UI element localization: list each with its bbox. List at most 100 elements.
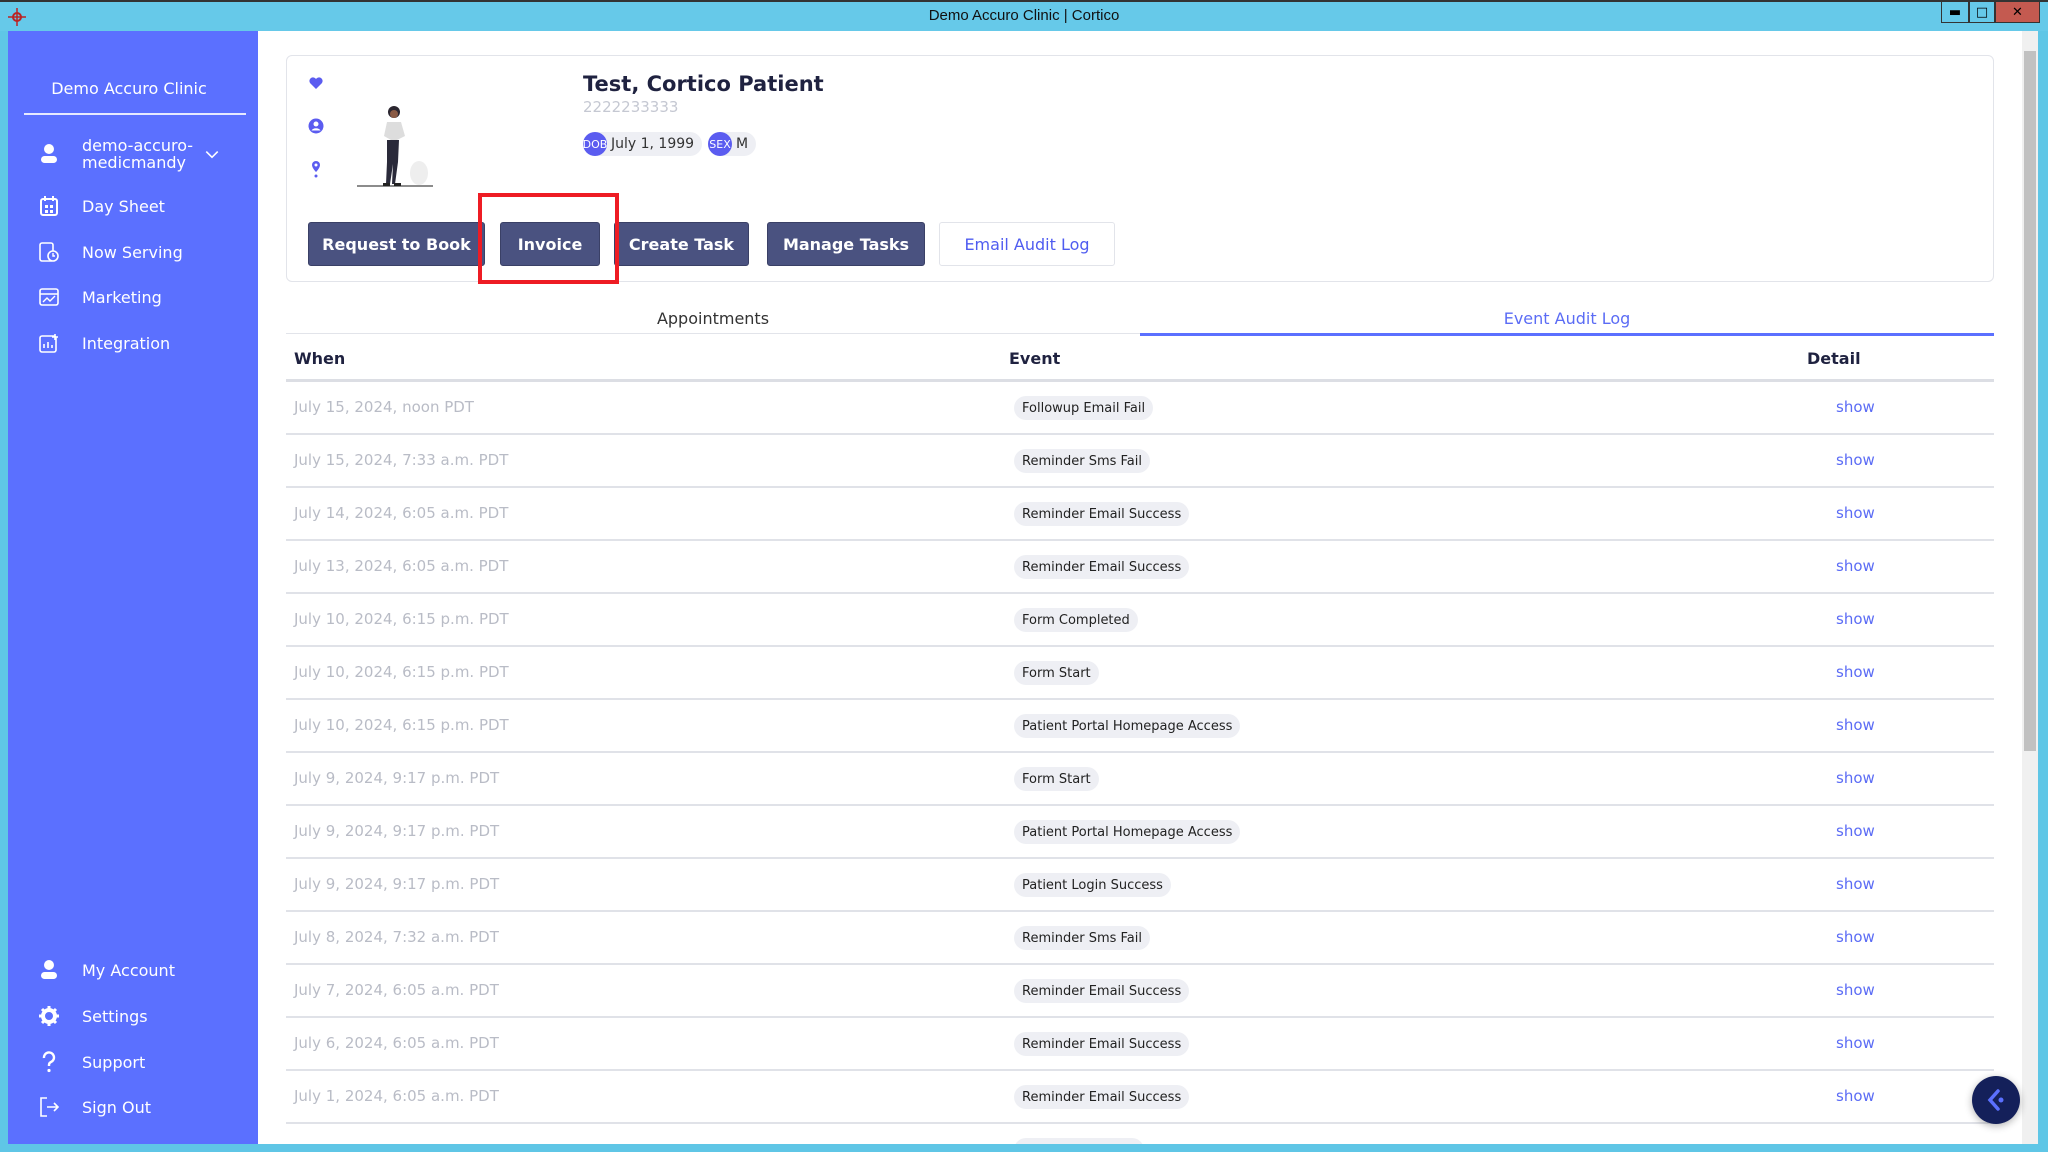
- minimize-button[interactable]: ▬: [1941, 2, 1969, 23]
- maximize-button[interactable]: □: [1969, 2, 1995, 23]
- clock-list-icon: [39, 242, 59, 262]
- divider: [24, 113, 246, 115]
- sidebar-item-support[interactable]: Support: [38, 1051, 145, 1073]
- email-audit-log-button[interactable]: Email Audit Log: [939, 222, 1115, 266]
- show-detail-link[interactable]: show: [1836, 928, 1875, 946]
- event-time: July 9, 2024, 9:17 p.m. PDT: [294, 875, 500, 893]
- sidebar-item-label: Now Serving: [82, 242, 183, 262]
- column-header-detail: Detail: [1807, 349, 1861, 368]
- create-task-button[interactable]: Create Task: [614, 222, 749, 266]
- event-time: July 9, 2024, 9:17 p.m. PDT: [294, 822, 500, 840]
- app-icon: [8, 8, 26, 26]
- event-time: July 10, 2024, 6:15 p.m. PDT: [294, 663, 509, 681]
- sidebar-item-label: Integration: [82, 333, 171, 353]
- show-detail-link[interactable]: show: [1836, 1087, 1875, 1105]
- event-time: July 10, 2024, 6:15 p.m. PDT: [294, 716, 509, 734]
- show-detail-link[interactable]: show: [1836, 398, 1875, 416]
- sidebar-item-integration[interactable]: Integration: [38, 332, 170, 354]
- event-badge: Reminder Sms Fail: [1014, 449, 1150, 473]
- dob-value: July 1, 1999: [611, 136, 695, 152]
- event-time: July 15, 2024, 7:33 a.m. PDT: [294, 451, 509, 469]
- patient-card: Test, Cortico Patient 2222233333 DOB July…: [286, 55, 1994, 282]
- chevron-down-icon: [205, 150, 219, 159]
- show-detail-link[interactable]: show: [1836, 716, 1875, 734]
- table-row: July 14, 2024, 6:05 a.m. PDT Reminder Ema…: [286, 488, 1994, 541]
- sidebar-item-settings[interactable]: Settings: [38, 1005, 148, 1027]
- title-bar: Demo Accuro Clinic | Cortico ▬ □ ✕: [0, 0, 2048, 31]
- show-detail-link[interactable]: show: [1836, 557, 1875, 575]
- table-row: July 9, 2024, 9:17 p.m. PDT Patient Porta…: [286, 806, 1994, 859]
- table-row: July 10, 2024, 6:15 p.m. PDT Patient Port…: [286, 700, 1994, 753]
- event-time: July 13, 2024, 6:05 a.m. PDT: [294, 557, 509, 575]
- event-time: July 1, 2024, 6:05 a.m. PDT: [294, 1087, 499, 1105]
- event-time: July 14, 2024, 6:05 a.m. PDT: [294, 504, 509, 522]
- event-time: July 6, 2024, 6:05 a.m. PDT: [294, 1034, 499, 1052]
- event-badge: Reminder Email Success: [1014, 1032, 1190, 1056]
- invoice-button[interactable]: Invoice: [500, 222, 600, 266]
- manage-tasks-button[interactable]: Manage Tasks: [767, 222, 925, 266]
- table-row: July 9, 2024, 9:17 p.m. PDT Patient Login…: [286, 859, 1994, 912]
- event-time: July 9, 2024, 9:17 p.m. PDT: [294, 769, 500, 787]
- user-name-line1: demo-accuro-: [82, 136, 194, 155]
- sidebar-item-day-sheet[interactable]: Day Sheet: [38, 195, 165, 217]
- sidebar-item-label: Support: [82, 1052, 146, 1072]
- show-detail-link[interactable]: show: [1836, 610, 1875, 628]
- sidebar-item-my-account[interactable]: My Account: [38, 959, 175, 981]
- cortico-assistant-button[interactable]: [1972, 1076, 2020, 1124]
- heart-icon: [309, 77, 323, 89]
- location-button[interactable]: [299, 152, 333, 186]
- table-row: July 10, 2024, 6:15 p.m. PDT Form Start sh…: [286, 647, 1994, 700]
- sign-out-icon: [40, 1097, 60, 1117]
- show-detail-link[interactable]: show: [1836, 451, 1875, 469]
- table-row: July 13, 2024, 6:05 a.m. PDT Reminder Ema…: [286, 541, 1994, 594]
- question-icon: [42, 1051, 56, 1073]
- event-time: July 10, 2024, 6:15 p.m. PDT: [294, 610, 509, 628]
- event-badge: Reminder Email Success: [1014, 555, 1190, 579]
- event-badge: Reminder Sms Fail: [1014, 926, 1150, 950]
- show-detail-link[interactable]: show: [1836, 981, 1875, 999]
- window-title: Demo Accuro Clinic | Cortico: [928, 7, 1120, 24]
- patient-illustration: [357, 106, 433, 187]
- profile-button[interactable]: [299, 109, 333, 143]
- close-button[interactable]: ✕: [1995, 2, 2040, 23]
- request-to-book-button[interactable]: Request to Book: [308, 222, 485, 266]
- user-icon: [41, 144, 57, 163]
- sidebar-item-label: Day Sheet: [82, 196, 165, 216]
- favorite-button[interactable]: [299, 66, 333, 100]
- show-detail-link[interactable]: show: [1836, 769, 1875, 787]
- scrollbar[interactable]: [2022, 31, 2038, 1144]
- sidebar: Demo Accuro Clinic demo-accuro-medicmand…: [8, 31, 258, 1144]
- calendar-icon: [40, 196, 58, 216]
- tab-appointments[interactable]: Appointments: [656, 309, 770, 328]
- sidebar-item-label: Sign Out: [82, 1097, 151, 1117]
- user-name-line2: medicmandy: [82, 153, 186, 172]
- table-row: July 15, 2024, noon PDT Followup Email Fa…: [286, 382, 1994, 435]
- sidebar-item-marketing[interactable]: Marketing: [38, 286, 162, 308]
- marketing-icon: [39, 288, 59, 306]
- event-badge: [1014, 1138, 1144, 1144]
- event-badge: Reminder Email Success: [1014, 502, 1190, 526]
- scrollbar-thumb[interactable]: [2024, 51, 2036, 751]
- user-icon: [41, 960, 57, 979]
- column-header-event: Event: [1009, 349, 1061, 368]
- header-divider: [286, 379, 1994, 382]
- tab-event-audit-log[interactable]: Event Audit Log: [1140, 309, 1994, 336]
- cortico-logo-icon: [1987, 1089, 2004, 1111]
- sidebar-item-now-serving[interactable]: Now Serving: [38, 241, 183, 263]
- show-detail-link[interactable]: show: [1836, 822, 1875, 840]
- column-header-when: When: [294, 349, 346, 368]
- sex-value: M: [736, 136, 749, 152]
- show-detail-link[interactable]: show: [1836, 663, 1875, 681]
- show-detail-link[interactable]: show: [1836, 875, 1875, 893]
- table-row: July 9, 2024, 9:17 p.m. PDT Form Start sho…: [286, 753, 1994, 806]
- user-menu[interactable]: demo-accuro-medicmandy: [38, 137, 221, 171]
- show-detail-link[interactable]: show: [1836, 504, 1875, 522]
- table-row: July 1, 2024, 6:05 a.m. PDT Reminder Emai…: [286, 1071, 1994, 1124]
- table-row: July 10, 2024, 6:15 p.m. PDT Form Complet…: [286, 594, 1994, 647]
- event-time: July 7, 2024, 6:05 a.m. PDT: [294, 981, 499, 999]
- show-detail-link[interactable]: show: [1836, 1034, 1875, 1052]
- sidebar-item-sign-out[interactable]: Sign Out: [38, 1096, 151, 1118]
- event-badge: Reminder Email Success: [1014, 979, 1190, 1003]
- event-badge: Patient Portal Homepage Access: [1014, 820, 1241, 844]
- table-row-partial: [286, 1124, 1994, 1144]
